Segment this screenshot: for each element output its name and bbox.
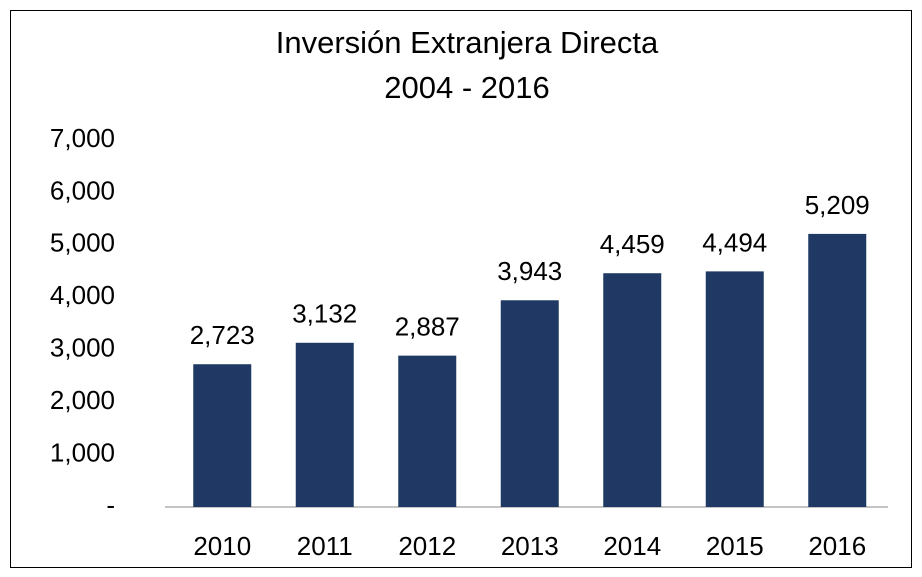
value-label: 3,943 bbox=[497, 256, 562, 286]
x-tick-label: 2013 bbox=[501, 531, 559, 561]
bar bbox=[705, 271, 764, 507]
x-tick-label: 2012 bbox=[398, 531, 456, 561]
bar bbox=[500, 300, 559, 507]
value-label: 3,132 bbox=[292, 299, 357, 329]
y-tick-label: 6,000 bbox=[50, 175, 115, 205]
x-tick-label: 2014 bbox=[603, 531, 661, 561]
value-label: 4,494 bbox=[702, 227, 767, 257]
bar bbox=[193, 364, 252, 507]
value-label: 2,723 bbox=[190, 320, 255, 350]
bar bbox=[603, 273, 662, 507]
value-label: 5,209 bbox=[805, 190, 870, 220]
y-tick-label: 4,000 bbox=[50, 280, 115, 310]
bar bbox=[808, 233, 867, 507]
bar bbox=[295, 342, 354, 507]
x-tick-label: 2015 bbox=[706, 531, 764, 561]
chart-title: Inversión Extranjera Directa bbox=[276, 25, 659, 60]
x-tick-label: 2010 bbox=[193, 531, 251, 561]
y-tick-label: - bbox=[106, 490, 115, 520]
y-tick-label: 7,000 bbox=[50, 123, 115, 153]
value-label: 2,887 bbox=[395, 312, 460, 342]
y-tick-label: 2,000 bbox=[50, 385, 115, 415]
y-tick-label: 1,000 bbox=[50, 437, 115, 467]
chart-subtitle: 2004 - 2016 bbox=[384, 70, 549, 105]
value-label: 4,459 bbox=[600, 229, 665, 259]
y-tick-label: 5,000 bbox=[50, 228, 115, 258]
bar bbox=[398, 355, 457, 507]
x-tick-label: 2011 bbox=[297, 531, 353, 561]
y-tick-label: 3,000 bbox=[50, 333, 115, 363]
x-tick-label: 2016 bbox=[808, 531, 866, 561]
